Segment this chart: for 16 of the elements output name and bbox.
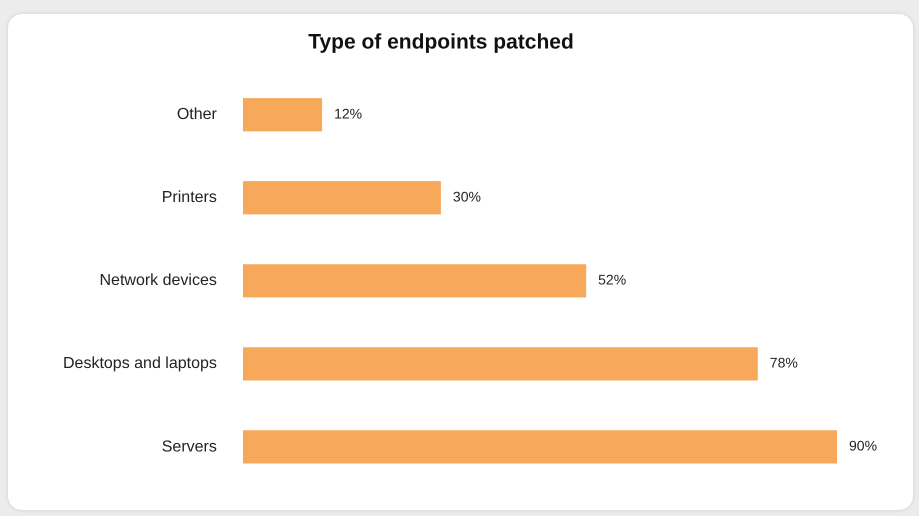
- bar: [242, 347, 758, 380]
- bar: [242, 264, 586, 298]
- y-tick-label: Printers: [162, 189, 217, 206]
- y-tick-label: Desktops and laptops: [63, 355, 217, 372]
- y-tick-label: Network devices: [100, 272, 217, 290]
- bar: [242, 181, 441, 214]
- y-tick-label: Servers: [162, 438, 217, 456]
- data-label: 78%: [770, 354, 798, 371]
- data-label: 30%: [452, 188, 481, 205]
- chart-title: Type of endpoints patched: [308, 30, 574, 54]
- y-tick-label: Other: [176, 106, 218, 124]
- bar: [242, 98, 322, 132]
- bar: [242, 430, 837, 464]
- data-label: 52%: [598, 272, 626, 288]
- data-label: 90%: [849, 438, 878, 454]
- data-label: 12%: [334, 106, 362, 122]
